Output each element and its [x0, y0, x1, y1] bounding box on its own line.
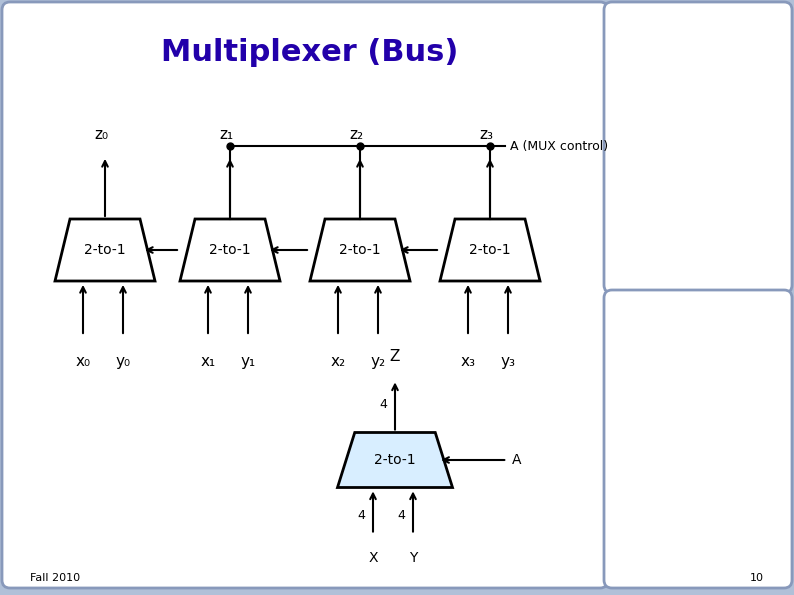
Text: Y: Y [409, 550, 417, 565]
FancyBboxPatch shape [604, 2, 792, 293]
Text: z₁: z₁ [219, 127, 233, 142]
Text: Multiplexer (Bus): Multiplexer (Bus) [161, 37, 459, 67]
Text: 4: 4 [397, 509, 405, 522]
Polygon shape [55, 219, 155, 281]
Polygon shape [310, 219, 410, 281]
Text: x₃: x₃ [461, 354, 476, 369]
Text: x₂: x₂ [330, 354, 345, 369]
Text: z₀: z₀ [94, 127, 108, 142]
Text: 4: 4 [379, 398, 387, 411]
Text: A (MUX control): A (MUX control) [510, 139, 608, 152]
Text: x₁: x₁ [200, 354, 215, 369]
Text: y₁: y₁ [241, 354, 256, 369]
Text: z₂: z₂ [349, 127, 363, 142]
Text: 4: 4 [357, 509, 365, 522]
Text: z₃: z₃ [479, 127, 493, 142]
Text: 2-to-1: 2-to-1 [374, 453, 416, 467]
Polygon shape [337, 433, 453, 487]
Text: y₀: y₀ [115, 354, 130, 369]
Text: 2-to-1: 2-to-1 [209, 243, 251, 257]
Text: 2-to-1: 2-to-1 [469, 243, 511, 257]
Text: y₃: y₃ [500, 354, 515, 369]
Polygon shape [440, 219, 540, 281]
Text: 2-to-1: 2-to-1 [84, 243, 125, 257]
Text: 2-to-1: 2-to-1 [339, 243, 381, 257]
Text: A: A [512, 453, 522, 467]
Text: X: X [368, 550, 378, 565]
Text: y₂: y₂ [371, 354, 386, 369]
Text: 10: 10 [750, 573, 764, 583]
Text: x₀: x₀ [75, 354, 91, 369]
Text: Z: Z [390, 349, 400, 364]
FancyBboxPatch shape [2, 2, 608, 588]
Text: Fall 2010: Fall 2010 [30, 573, 80, 583]
FancyBboxPatch shape [604, 290, 792, 588]
Polygon shape [180, 219, 280, 281]
